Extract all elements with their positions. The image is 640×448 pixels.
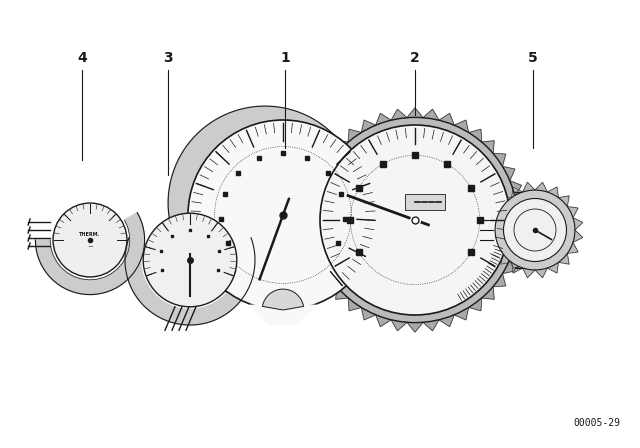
Polygon shape bbox=[324, 274, 337, 287]
FancyBboxPatch shape bbox=[405, 194, 445, 210]
Polygon shape bbox=[304, 196, 316, 212]
Polygon shape bbox=[502, 166, 515, 181]
Circle shape bbox=[53, 203, 127, 277]
Polygon shape bbox=[535, 268, 547, 278]
Polygon shape bbox=[523, 182, 535, 192]
Polygon shape bbox=[439, 113, 454, 125]
Polygon shape bbox=[303, 212, 313, 228]
Circle shape bbox=[495, 190, 575, 270]
Text: 2: 2 bbox=[410, 51, 420, 65]
Text: 5: 5 bbox=[528, 51, 538, 65]
Polygon shape bbox=[407, 322, 423, 332]
Polygon shape bbox=[362, 120, 376, 133]
Polygon shape bbox=[376, 315, 391, 327]
Polygon shape bbox=[250, 305, 316, 324]
Polygon shape bbox=[348, 129, 362, 142]
Polygon shape bbox=[168, 106, 362, 298]
Circle shape bbox=[320, 125, 510, 315]
Polygon shape bbox=[573, 230, 582, 242]
Polygon shape bbox=[511, 262, 523, 273]
Polygon shape bbox=[304, 228, 316, 244]
Polygon shape bbox=[423, 109, 439, 120]
Polygon shape bbox=[454, 307, 468, 320]
Text: THERM.: THERM. bbox=[79, 233, 100, 237]
Polygon shape bbox=[125, 238, 255, 325]
Text: ~: ~ bbox=[87, 244, 93, 250]
Polygon shape bbox=[515, 228, 525, 244]
Polygon shape bbox=[510, 244, 522, 259]
Polygon shape bbox=[523, 268, 535, 278]
Polygon shape bbox=[336, 287, 348, 299]
Polygon shape bbox=[535, 182, 547, 192]
Polygon shape bbox=[454, 120, 468, 133]
Polygon shape bbox=[35, 213, 145, 295]
Polygon shape bbox=[362, 307, 376, 320]
Polygon shape bbox=[501, 196, 511, 207]
Polygon shape bbox=[391, 320, 407, 331]
Text: 4: 4 bbox=[77, 51, 87, 65]
Polygon shape bbox=[493, 274, 506, 287]
Polygon shape bbox=[492, 207, 503, 218]
Circle shape bbox=[143, 213, 237, 307]
Polygon shape bbox=[567, 207, 578, 218]
Wedge shape bbox=[262, 289, 303, 310]
Polygon shape bbox=[547, 187, 559, 198]
Polygon shape bbox=[515, 196, 525, 212]
Polygon shape bbox=[559, 254, 569, 264]
Polygon shape bbox=[348, 298, 362, 311]
Polygon shape bbox=[492, 242, 503, 254]
Polygon shape bbox=[511, 187, 523, 198]
Polygon shape bbox=[487, 218, 497, 230]
Polygon shape bbox=[482, 287, 494, 299]
Polygon shape bbox=[315, 166, 328, 181]
Polygon shape bbox=[573, 218, 582, 230]
Text: 00005-29: 00005-29 bbox=[573, 418, 620, 428]
Polygon shape bbox=[324, 153, 337, 166]
Polygon shape bbox=[336, 141, 348, 153]
Polygon shape bbox=[493, 153, 506, 166]
Polygon shape bbox=[487, 230, 497, 242]
Polygon shape bbox=[308, 181, 320, 196]
Circle shape bbox=[188, 120, 378, 310]
Text: 1: 1 bbox=[280, 51, 290, 65]
Polygon shape bbox=[567, 242, 578, 254]
Polygon shape bbox=[308, 244, 320, 259]
Text: 3: 3 bbox=[163, 51, 173, 65]
Polygon shape bbox=[468, 129, 482, 142]
Circle shape bbox=[504, 198, 566, 262]
Polygon shape bbox=[482, 141, 494, 153]
Polygon shape bbox=[439, 315, 454, 327]
Circle shape bbox=[312, 117, 518, 323]
Polygon shape bbox=[501, 254, 511, 264]
Polygon shape bbox=[423, 320, 439, 331]
Polygon shape bbox=[376, 113, 391, 125]
Polygon shape bbox=[391, 109, 407, 120]
Polygon shape bbox=[468, 298, 482, 311]
Polygon shape bbox=[315, 259, 328, 274]
Polygon shape bbox=[502, 259, 515, 274]
Polygon shape bbox=[407, 108, 423, 118]
Polygon shape bbox=[517, 212, 527, 228]
Polygon shape bbox=[547, 262, 559, 273]
Polygon shape bbox=[559, 196, 569, 207]
Polygon shape bbox=[510, 181, 522, 196]
